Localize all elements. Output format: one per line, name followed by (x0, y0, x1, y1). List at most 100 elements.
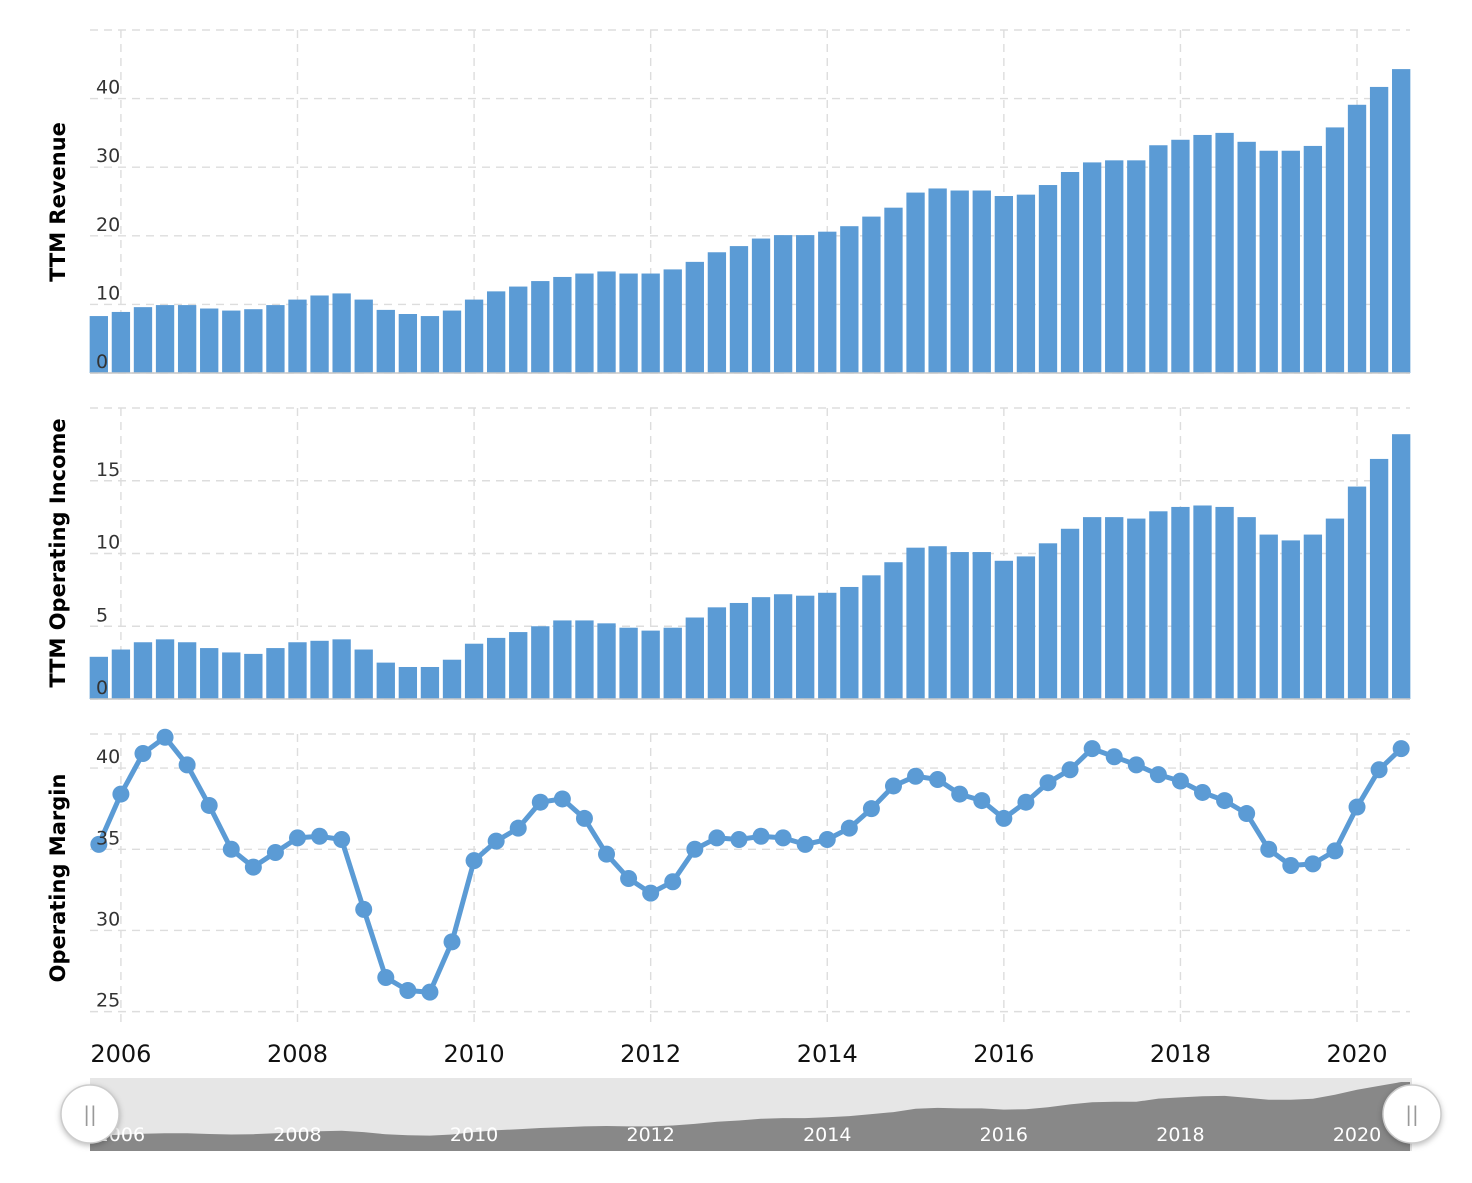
operating-income-bar[interactable] (111, 649, 131, 699)
revenue-bar[interactable] (288, 299, 307, 373)
operating-margin-point[interactable] (553, 790, 571, 808)
operating-income-bar[interactable] (376, 662, 395, 699)
operating-margin-point[interactable] (840, 819, 858, 837)
revenue-bar[interactable] (177, 305, 197, 373)
revenue-bar[interactable] (1193, 134, 1212, 373)
operating-income-bar[interactable] (420, 666, 440, 699)
operating-margin-point[interactable] (178, 756, 196, 774)
revenue-bar[interactable] (597, 271, 616, 373)
operating-margin-point[interactable] (1171, 772, 1189, 790)
revenue-bar[interactable] (244, 309, 263, 373)
operating-margin-point[interactable] (1304, 855, 1322, 873)
operating-income-bar[interactable] (531, 626, 550, 699)
revenue-bar[interactable] (553, 276, 572, 373)
operating-income-bar[interactable] (1303, 534, 1323, 699)
revenue-bar[interactable] (1369, 86, 1389, 374)
operating-margin-point[interactable] (664, 873, 682, 891)
operating-income-bar[interactable] (200, 648, 219, 699)
operating-margin-point[interactable] (1392, 740, 1410, 758)
revenue-bar[interactable] (1060, 172, 1080, 373)
operating-income-bar[interactable] (729, 602, 749, 699)
operating-income-bar[interactable] (1237, 517, 1256, 699)
navigator-left-handle[interactable]: || (60, 1084, 120, 1144)
operating-income-bar[interactable] (641, 630, 660, 699)
operating-income-bar[interactable] (1193, 505, 1212, 699)
revenue-bar[interactable] (796, 235, 815, 373)
revenue-bar[interactable] (619, 273, 638, 373)
revenue-bar[interactable] (200, 308, 219, 373)
operating-margin-point[interactable] (333, 831, 351, 849)
operating-margin-point[interactable] (134, 744, 152, 762)
operating-margin-point[interactable] (531, 793, 549, 811)
revenue-bar[interactable] (1171, 139, 1190, 373)
revenue-bar[interactable] (1281, 150, 1300, 373)
revenue-bar[interactable] (818, 231, 837, 373)
operating-margin-point[interactable] (1149, 766, 1167, 784)
operating-income-bar[interactable] (818, 592, 837, 699)
revenue-bar[interactable] (575, 273, 594, 373)
revenue-bar[interactable] (1347, 104, 1367, 374)
operating-income-bar[interactable] (1259, 534, 1278, 699)
revenue-bar[interactable] (1105, 160, 1124, 373)
revenue-bar[interactable] (862, 216, 881, 373)
operating-income-bar[interactable] (906, 547, 925, 699)
operating-income-bar[interactable] (155, 639, 175, 699)
revenue-bar[interactable] (332, 293, 351, 373)
operating-margin-point[interactable] (222, 840, 240, 858)
operating-income-bar[interactable] (597, 623, 616, 699)
operating-income-bar[interactable] (1060, 528, 1080, 699)
revenue-bar[interactable] (950, 190, 969, 373)
operating-income-bar[interactable] (133, 642, 153, 699)
revenue-bar[interactable] (376, 309, 395, 373)
revenue-bar[interactable] (155, 305, 175, 373)
operating-income-bar[interactable] (950, 552, 969, 699)
operating-margin-point[interactable] (951, 785, 969, 803)
operating-margin-point[interactable] (1260, 840, 1278, 858)
operating-margin-point[interactable] (266, 844, 284, 862)
operating-margin-point[interactable] (465, 852, 483, 870)
operating-income-bar[interactable] (1016, 556, 1036, 699)
navigator-right-handle-knob[interactable] (1382, 1084, 1442, 1144)
operating-margin-point[interactable] (752, 827, 770, 845)
operating-income-bar[interactable] (1082, 517, 1102, 699)
operating-margin-point[interactable] (642, 884, 660, 902)
revenue-bar[interactable] (398, 314, 418, 373)
operating-margin-point[interactable] (1326, 842, 1344, 860)
revenue-bar[interactable] (509, 286, 528, 373)
operating-margin-point[interactable] (1238, 805, 1256, 823)
operating-margin-point[interactable] (1105, 748, 1123, 766)
revenue-bar[interactable] (1215, 132, 1234, 373)
navigator-left-handle-knob[interactable] (60, 1084, 120, 1144)
operating-margin-point[interactable] (377, 969, 395, 987)
operating-income-bar[interactable] (1127, 518, 1146, 699)
revenue-bar[interactable] (840, 226, 859, 373)
operating-income-bar[interactable] (1215, 506, 1234, 699)
operating-income-bar[interactable] (972, 552, 991, 699)
operating-income-bar[interactable] (685, 617, 704, 699)
operating-income-bar[interactable] (1149, 511, 1168, 699)
revenue-bar[interactable] (266, 305, 285, 373)
revenue-bar[interactable] (89, 316, 108, 373)
operating-margin-point[interactable] (288, 829, 306, 847)
operating-income-bar[interactable] (575, 620, 594, 699)
operating-margin-point[interactable] (575, 809, 593, 827)
operating-income-bar[interactable] (1325, 518, 1345, 699)
operating-margin-point[interactable] (399, 982, 417, 1000)
operating-income-bar[interactable] (840, 586, 859, 699)
revenue-bar[interactable] (1325, 127, 1345, 373)
revenue-bar[interactable] (884, 207, 903, 373)
operating-income-bar[interactable] (222, 652, 241, 699)
operating-margin-point[interactable] (1370, 761, 1388, 779)
operating-income-bar[interactable] (288, 642, 307, 699)
revenue-bar[interactable] (464, 299, 484, 373)
revenue-bar[interactable] (729, 246, 749, 373)
revenue-bar[interactable] (707, 252, 727, 373)
operating-income-bar[interactable] (928, 546, 947, 699)
revenue-bar[interactable] (751, 238, 771, 373)
revenue-bar[interactable] (663, 269, 682, 373)
operating-margin-point[interactable] (1348, 798, 1366, 816)
operating-margin-point[interactable] (686, 840, 704, 858)
operating-income-bar[interactable] (266, 648, 285, 699)
operating-margin-point[interactable] (907, 767, 925, 785)
operating-margin-point[interactable] (443, 933, 461, 951)
